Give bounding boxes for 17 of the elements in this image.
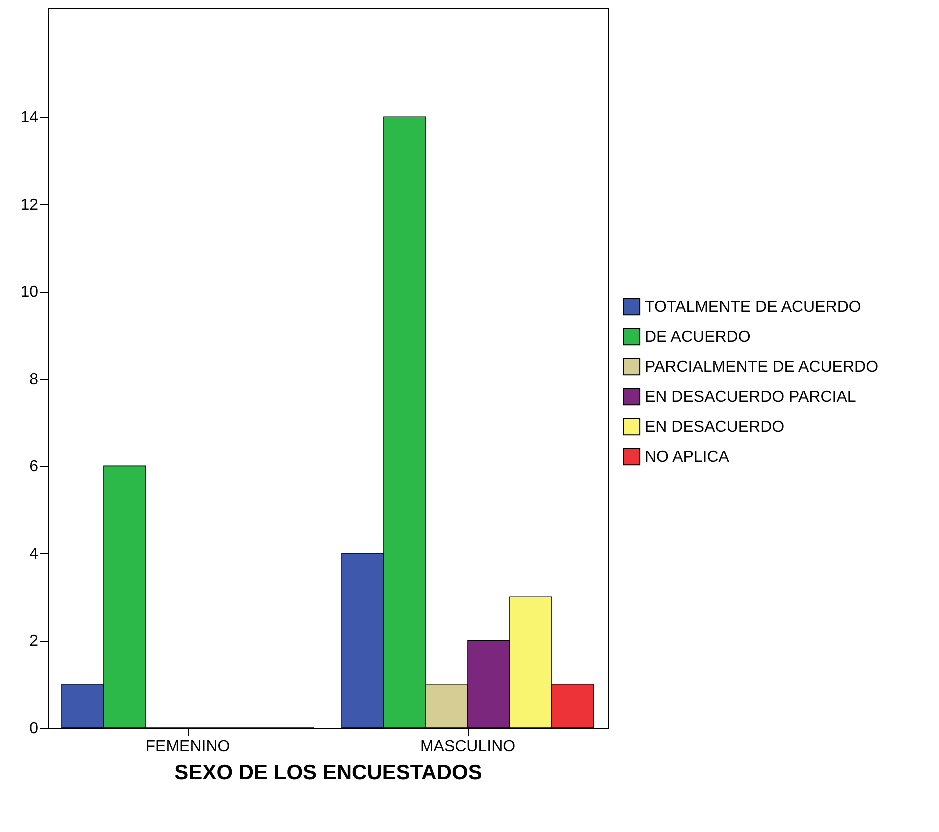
- legend-label: EN DESACUERDO PARCIAL: [645, 389, 856, 406]
- legend-label: DE ACUERDO: [645, 329, 751, 346]
- y-tick-label: 8: [30, 371, 39, 388]
- y-tick-label: 2: [30, 633, 39, 650]
- y-tick-label: 0: [30, 720, 39, 738]
- y-tick-label: 6: [30, 458, 39, 476]
- legend-label: PARCIALMENTE DE ACUERDO: [645, 359, 879, 376]
- x-tick-label: FEMENINO: [146, 738, 230, 756]
- y-tick-label: 14: [20, 110, 39, 127]
- y-tick-label: 4: [30, 546, 39, 563]
- x-axis-title: SEXO DE LOS ENCUESTADOS: [174, 762, 482, 784]
- y-tick-label: 12: [20, 196, 39, 214]
- y-tick-label: 10: [20, 284, 39, 302]
- legend-label: TOTALMENTE DE ACUERDO: [645, 299, 862, 316]
- legend-label: NO APLICA: [645, 449, 730, 466]
- x-tick-label: MASCULINO: [420, 738, 516, 756]
- legend-label: EN DESACUERDO: [645, 419, 785, 436]
